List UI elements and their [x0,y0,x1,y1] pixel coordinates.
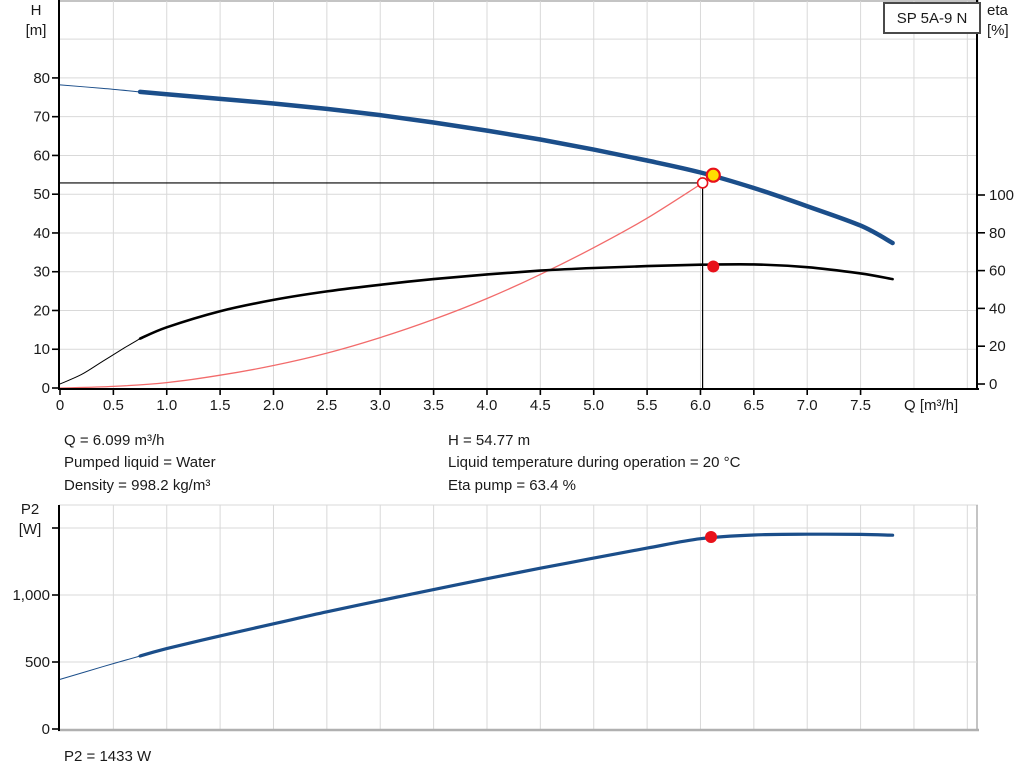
h-axis-tick-label: 60 [33,147,50,164]
h-axis-tick-label: 40 [33,225,50,242]
eta-axis-title-symbol: eta [987,2,1008,19]
efficiency-curve-lead-in [59,338,141,385]
system-curve [59,182,703,389]
h-axis-tick-label: 20 [33,302,50,319]
pump-head-curve-lead-in [59,84,141,93]
p2-curve [138,532,895,658]
pump-model-box: SP 5A-9 N [883,2,981,34]
q-axis-tick-label: 1.0 [156,397,177,414]
q-axis-tick-label: 5.5 [637,397,658,414]
duty-marker-p2[interactable] [705,530,718,543]
q-axis-tick-label: 1.5 [210,397,231,414]
h-axis-tick-label: 70 [33,109,50,126]
h-axis-tick-label: 80 [33,70,50,87]
pump-head-curve [137,89,895,246]
eta-axis-tick-label: 40 [989,300,1006,317]
h-axis-title-unit: [m] [25,22,47,39]
eta-axis-title-unit: [%] [987,22,1009,39]
p2-result-row: P2 = 1433 W [64,746,151,768]
eta-pump-annotation: Eta pump = 63.4 % [448,476,576,494]
q-axis-tick-label: 4.5 [530,397,551,414]
eta-axis-tick-label: 0 [989,376,997,393]
eta-axis-title: eta [%] [987,1,1023,41]
duty-flow-annotation: Q = 6.099 m³/h [64,432,165,449]
p2-axis-tick-label: 1,000 [12,587,50,604]
q-axis-tick-label: 0.5 [103,397,124,414]
duty-head-annotation: H = 54.77 m [448,432,531,449]
pump-model-label: SP 5A-9 N [896,9,968,27]
h-axis-tick-label: 10 [33,341,50,358]
liquid-temperature-annotation: Liquid temperature during operation = 20… [448,454,741,472]
h-axis-tick-label: 50 [33,186,50,203]
pumped-liquid-annotation: Pumped liquid = Water [64,454,216,472]
duty-annotations-left: Q = 6.099 m³/h Pumped liquid = Water Den… [64,430,216,497]
p2-axis-title: P2 [W] [14,500,46,539]
duty-annotations-right: H = 54.77 m Liquid temperature during op… [448,430,740,497]
q-axis-tick-label: 2.5 [316,397,337,414]
duty-marker-eta[interactable] [707,260,720,273]
h-axis-title-symbol: H [30,2,42,19]
duty-marker-head[interactable] [705,167,721,183]
p2-axis-title-unit: [W] [18,520,42,538]
system-intersection-marker[interactable] [696,177,709,189]
q-axis-tick-label: 3.5 [423,397,444,414]
p2-result-annotation: P2 = 1433 W [64,748,152,765]
eta-axis-tick-label: 80 [989,225,1006,242]
eta-axis-tick-label: 100 [989,187,1014,204]
q-axis-tick-label: 4.0 [477,397,498,414]
q-axis-tick-label: 2.0 [263,397,284,414]
p2-axis-tick-label: 0 [42,721,50,738]
q-axis-title: Q [m³/h] [904,397,959,414]
eta-axis-tick-label: 60 [989,263,1006,280]
p2-axis-tick-label: 500 [25,654,50,671]
q-axis-tick-label: 0 [56,397,64,414]
h-axis-tick-label: 0 [42,380,50,397]
efficiency-curve [138,262,894,340]
h-axis-tick-label: 30 [33,264,50,281]
q-axis-tick-label: 5.0 [583,397,604,414]
eta-axis-tick-label: 20 [989,338,1006,355]
h-axis-title: H [m] [20,1,52,41]
q-axis-tick-label: 6.0 [690,397,711,414]
density-annotation: Density = 998.2 kg/m³ [64,476,211,494]
q-axis-tick-label: 6.5 [743,397,764,414]
q-axis-tick-label: 7.0 [797,397,818,414]
p2-curve-lead-in [59,655,141,680]
p2-axis-title-symbol: P2 [20,501,40,518]
q-axis-tick-label: 7.5 [850,397,871,414]
q-axis-tick-label: 3.0 [370,397,391,414]
